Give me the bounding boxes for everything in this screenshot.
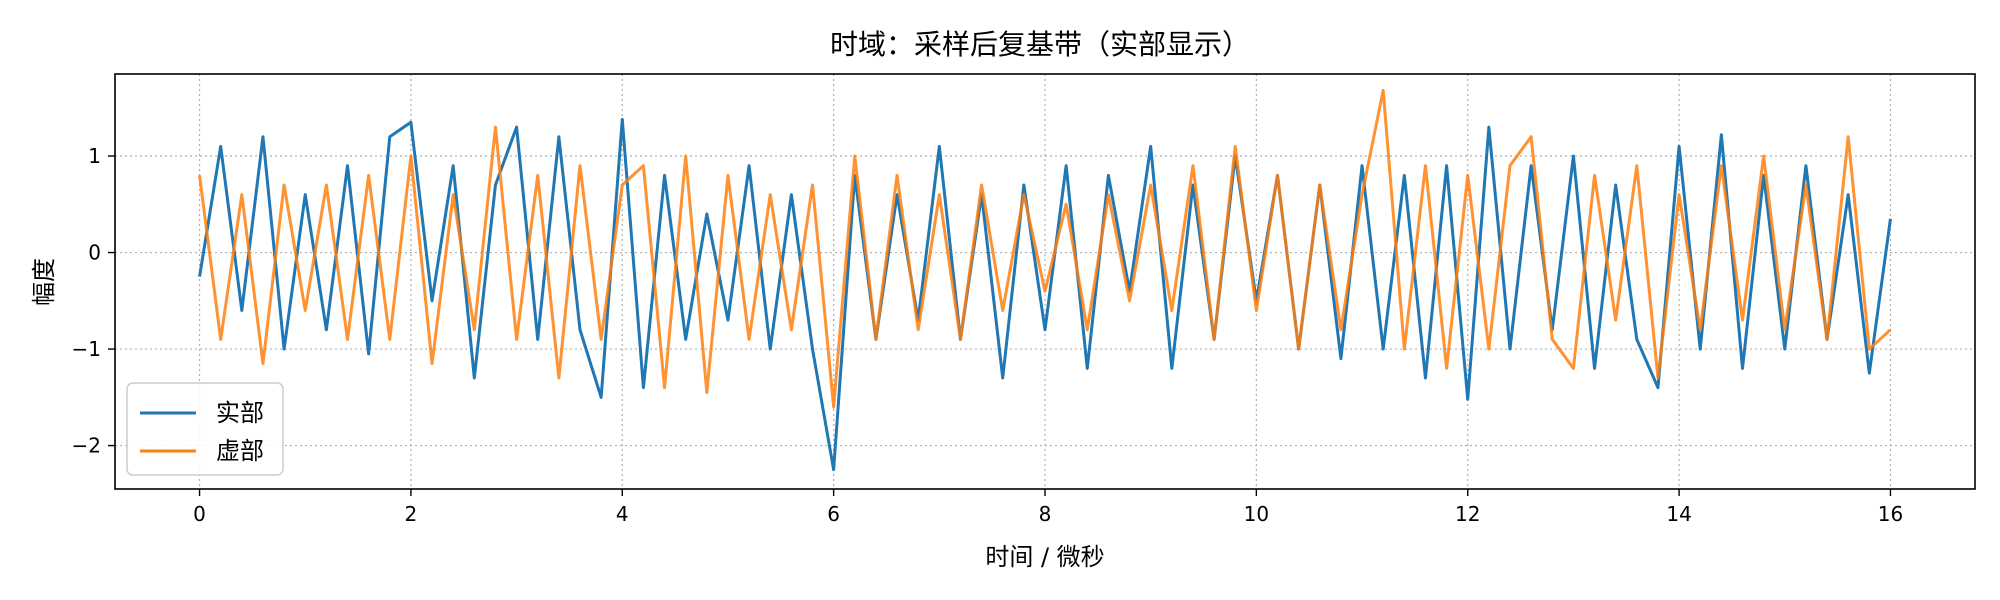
x-tick-label: 12 xyxy=(1455,502,1480,526)
x-axis-title: 时间 / 微秒 xyxy=(985,543,1104,571)
y-axis-ticks: 1 0 −1 −2 xyxy=(72,144,115,458)
legend-label-real: 实部 xyxy=(216,399,264,427)
x-axis-ticks: 0 2 4 6 8 10 12 14 16 xyxy=(193,489,1903,526)
axes-background xyxy=(115,74,1975,489)
x-tick-label: 16 xyxy=(1878,502,1903,526)
x-tick-label: 10 xyxy=(1244,502,1269,526)
y-axis-title: 幅度 xyxy=(30,258,58,306)
y-tick-label: −2 xyxy=(72,434,101,458)
x-tick-label: 8 xyxy=(1039,502,1052,526)
x-tick-label: 0 xyxy=(193,502,206,526)
series-layer xyxy=(198,88,1892,472)
y-tick-label: −1 xyxy=(72,337,101,361)
series-line-imag xyxy=(198,88,1892,409)
x-tick-label: 4 xyxy=(616,502,629,526)
y-tick-label: 1 xyxy=(88,144,101,168)
x-tick-label: 6 xyxy=(827,502,840,526)
x-tick-label: 14 xyxy=(1666,502,1691,526)
legend: 实部 虚部 xyxy=(126,382,284,476)
legend-label-imag: 虚部 xyxy=(216,437,264,465)
series-line-real xyxy=(198,117,1892,472)
y-tick-label: 0 xyxy=(88,241,101,265)
plot-area: 0 2 4 6 8 10 12 14 16 10−1−2 xyxy=(72,73,1976,526)
chart-title: 时域：采样后复基带（实部显示） xyxy=(830,28,1250,61)
x-tick-label: 2 xyxy=(405,502,418,526)
